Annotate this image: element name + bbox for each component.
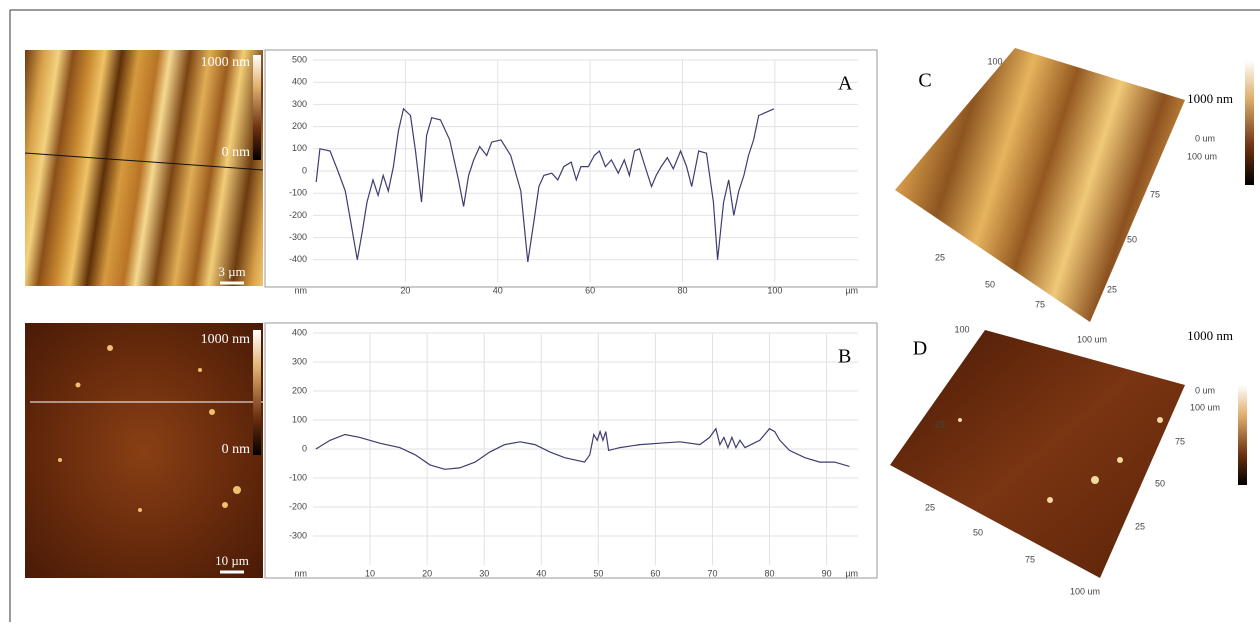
- x-tick-label: 20: [422, 568, 432, 578]
- scale-bar-label: 3 µm: [218, 264, 245, 279]
- colorbar-max: 1000 nm: [201, 332, 251, 347]
- y-tick-label: 400: [292, 327, 307, 337]
- surface-3d: [890, 330, 1185, 578]
- surface-tick-label: 75: [1175, 436, 1185, 446]
- surface-tick-label: 25: [1107, 284, 1117, 294]
- surface-tick-label: 100 um: [1187, 151, 1217, 161]
- surface-tick-label: 75: [1025, 554, 1035, 564]
- surface-tick-label: 75: [1150, 189, 1160, 199]
- x-tick-label: 70: [707, 568, 717, 578]
- y-tick-label: -200: [289, 501, 307, 511]
- y-tick-label: 200: [292, 385, 307, 395]
- chart-panel: [265, 323, 877, 578]
- y-tick-label: -300: [289, 530, 307, 540]
- y-tick-label: 300: [292, 356, 307, 366]
- y-tick-label: 200: [292, 121, 307, 131]
- x-tick-label: 10: [365, 568, 375, 578]
- y-tick-label: 100: [292, 143, 307, 153]
- figure: -400-300-200-100010020030040050020406080…: [0, 0, 1260, 622]
- surface-tick-label: 25: [935, 419, 945, 429]
- color-bar: [253, 55, 261, 160]
- afm-image: [25, 50, 263, 286]
- surface-tick-label: 25: [935, 252, 945, 262]
- y-tick-label: 0: [302, 165, 307, 175]
- chart-panel: [265, 50, 877, 287]
- surface-tick-label: 100 um: [1190, 402, 1220, 412]
- y-tick-label: -100: [289, 472, 307, 482]
- surface-tick-label: 100 um: [1070, 586, 1100, 596]
- x-tick-label: 80: [677, 285, 687, 295]
- surface-tick-label: 25: [925, 502, 935, 512]
- x-tick-label: 80: [765, 568, 775, 578]
- x-axis-label: µm: [845, 285, 858, 295]
- surface-tick-label: 100: [954, 324, 969, 334]
- x-tick-label: 30: [479, 568, 489, 578]
- y-tick-label: -100: [289, 188, 307, 198]
- surface-tick-label: 50: [973, 527, 983, 537]
- y-axis-label: nm: [294, 285, 307, 295]
- surface-tick-label: 50: [1155, 478, 1165, 488]
- y-tick-label: -300: [289, 232, 307, 242]
- height-label: 1000 nm: [1187, 328, 1233, 343]
- colorbar-min: 0 nm: [222, 442, 251, 457]
- y-tick-label: 0: [302, 443, 307, 453]
- y-axis-label: nm: [294, 568, 307, 578]
- color-bar: [1238, 385, 1247, 485]
- color-bar: [1245, 60, 1254, 185]
- surface-tick-label: 50: [985, 279, 995, 289]
- colorbar-max: 1000 nm: [201, 55, 251, 70]
- surface-tick-label: 100: [987, 56, 1002, 66]
- surface-tick-label: 50: [1127, 234, 1137, 244]
- panel-label: D: [913, 338, 927, 360]
- surface-tick-label: 75: [1035, 299, 1045, 309]
- y-tick-label: 100: [292, 414, 307, 424]
- surface-tick-label: 25: [1135, 521, 1145, 531]
- surface-3d: [895, 48, 1185, 322]
- x-axis-label: µm: [845, 568, 858, 578]
- y-tick-label: 300: [292, 99, 307, 109]
- y-tick-label: -400: [289, 254, 307, 264]
- y-tick-label: 400: [292, 77, 307, 87]
- panel-label: B: [838, 346, 851, 368]
- x-tick-label: 60: [585, 285, 595, 295]
- scale-bar-label: 10 µm: [215, 553, 249, 568]
- surface-tick-label: 100 um: [1077, 334, 1107, 344]
- y-tick-label: -200: [289, 210, 307, 220]
- height-label: 1000 nm: [1187, 91, 1233, 106]
- x-tick-label: 40: [536, 568, 546, 578]
- x-tick-label: 20: [400, 285, 410, 295]
- colorbar-min: 0 nm: [222, 145, 251, 160]
- x-tick-label: 90: [822, 568, 832, 578]
- color-bar: [253, 330, 261, 455]
- surface-tick-label: 0 um: [1195, 133, 1215, 143]
- x-tick-label: 60: [650, 568, 660, 578]
- x-tick-label: 40: [493, 285, 503, 295]
- surface-tick-label: 0 um: [1195, 385, 1215, 395]
- x-tick-label: 100: [767, 285, 782, 295]
- x-tick-label: 50: [593, 568, 603, 578]
- panel-label: C: [918, 70, 931, 92]
- y-tick-label: 500: [292, 54, 307, 64]
- panel-label: A: [838, 73, 853, 95]
